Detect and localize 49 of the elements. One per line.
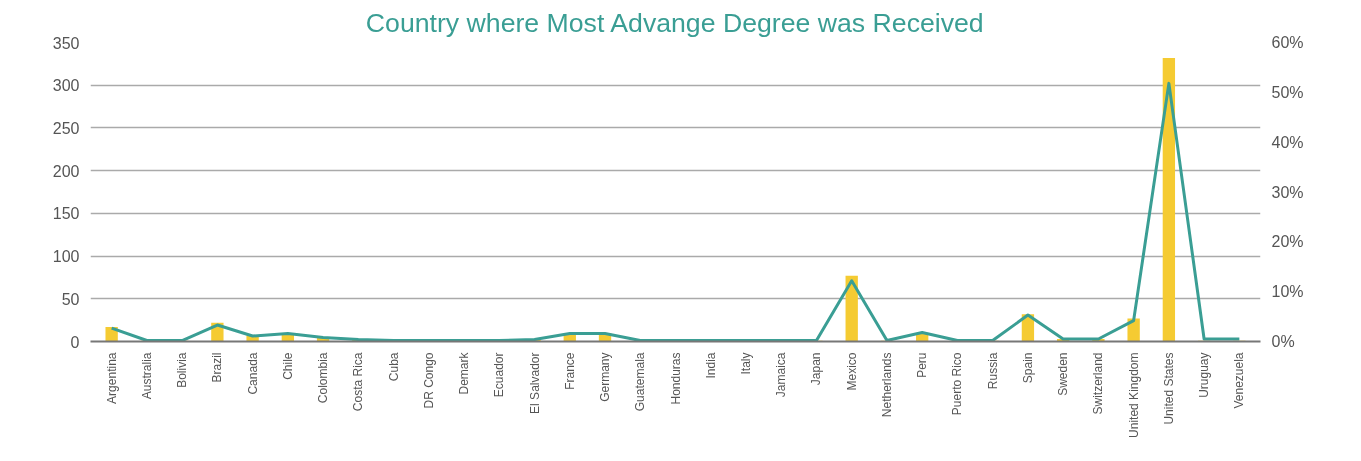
x-tick-label: Costa Rica	[351, 352, 366, 412]
x-tick-label: Spain	[1020, 352, 1035, 384]
x-tick-label: Germany	[598, 352, 613, 402]
chart-title: Country where Most Advange Degree was Received	[365, 7, 984, 38]
x-tick-label: Cuba	[386, 352, 401, 382]
x-tick-label: Uruguay	[1197, 352, 1212, 398]
x-tick-label: France	[562, 352, 577, 390]
y-tick-label: 250	[52, 119, 80, 137]
x-tick-label: Guatemala	[633, 352, 648, 412]
y-tick-label: 0	[70, 333, 80, 351]
x-tick-label: Argentina	[104, 352, 119, 404]
x-tick-label: United Kingdom	[1126, 352, 1141, 438]
y-tick-label: 300	[52, 77, 80, 95]
y2-tick-label: 20%	[1271, 233, 1304, 251]
x-tick-label: Ecuador	[492, 352, 507, 398]
y2-tick-label: 40%	[1271, 133, 1304, 151]
y2-tick-label: 60%	[1271, 34, 1304, 51]
x-tick-label: Netherlands	[879, 352, 894, 418]
x-tick-label: United States	[1161, 352, 1176, 425]
x-tick-label: Sweden	[1056, 352, 1071, 396]
x-tick-label: India	[703, 352, 718, 379]
x-tick-label: Jamaica	[774, 352, 789, 398]
x-tick-label: Demark	[457, 351, 472, 395]
x-tick-label: Puerto Rico	[950, 352, 965, 416]
x-tick-label: Japan	[809, 352, 824, 386]
x-tick-label: Australia	[139, 352, 154, 400]
y-tick-label: 150	[52, 205, 80, 223]
x-tick-label: Colombia	[316, 352, 331, 404]
x-tick-label: Mexico	[844, 352, 859, 391]
x-tick-label: Bolivia	[175, 352, 190, 388]
y2-tick-label: 50%	[1271, 83, 1304, 101]
y-tick-label: 100	[52, 248, 80, 266]
x-tick-label: Russia	[985, 352, 1000, 390]
x-tick-label: El Salvador	[527, 352, 542, 414]
y-tick-label: 50	[61, 290, 80, 308]
y2-tick-label: 30%	[1271, 183, 1304, 201]
y-tick-label: 200	[52, 162, 80, 180]
x-tick-label: Honduras	[668, 352, 683, 405]
x-tick-label: Switzerland	[1091, 352, 1106, 415]
y-tick-label: 350	[52, 34, 80, 52]
x-tick-label: Venezuela	[1232, 352, 1247, 409]
x-tick-label: Peru	[915, 352, 930, 378]
x-tick-label: Brazil	[210, 352, 225, 383]
x-tick-label: DR Congo	[421, 352, 436, 409]
x-tick-label: Italy	[738, 352, 753, 375]
y2-tick-label: 10%	[1271, 283, 1304, 301]
x-tick-label: Chile	[280, 352, 295, 380]
y2-tick-label: 0%	[1271, 333, 1295, 350]
x-tick-label: Canada	[245, 352, 260, 395]
